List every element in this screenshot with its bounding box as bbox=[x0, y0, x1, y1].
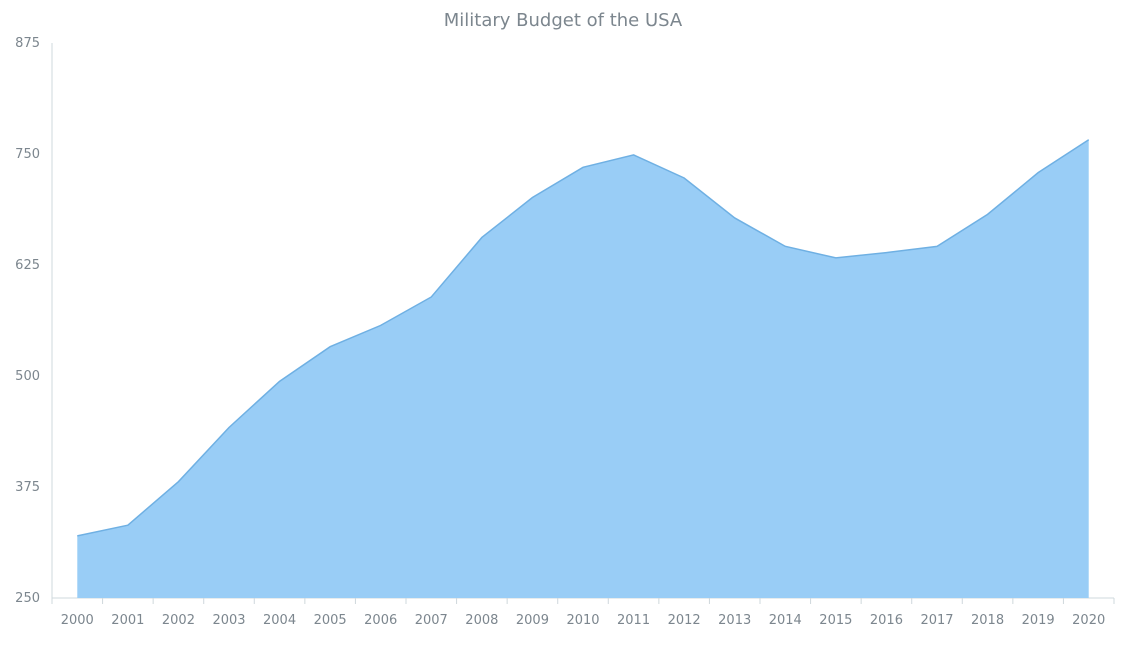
x-tick-label-2007: 2007 bbox=[415, 613, 448, 628]
x-tick-label-2018: 2018 bbox=[971, 613, 1004, 628]
data-point-2005[interactable] bbox=[327, 344, 333, 350]
x-tick-label-2004: 2004 bbox=[263, 613, 296, 628]
data-point-2012[interactable] bbox=[681, 175, 687, 181]
x-tick-label-2009: 2009 bbox=[516, 613, 549, 628]
x-tick-label-2006: 2006 bbox=[364, 613, 397, 628]
y-tick-label: 875 bbox=[15, 36, 40, 51]
data-point-2016[interactable] bbox=[883, 250, 889, 256]
data-point-2015[interactable] bbox=[833, 255, 839, 261]
y-tick-label: 375 bbox=[15, 480, 40, 495]
x-tick-label-2000: 2000 bbox=[61, 613, 94, 628]
x-tick-label-2001: 2001 bbox=[111, 613, 144, 628]
data-point-2018[interactable] bbox=[985, 211, 991, 217]
data-point-2004[interactable] bbox=[277, 378, 283, 384]
data-point-2007[interactable] bbox=[428, 294, 434, 300]
data-point-2009[interactable] bbox=[529, 195, 535, 201]
y-axis: 250 375 500 625 750 875 bbox=[15, 36, 53, 606]
x-tick-label-2008: 2008 bbox=[465, 613, 498, 628]
data-point-2000[interactable] bbox=[74, 533, 80, 539]
series-layer bbox=[74, 137, 1092, 599]
x-axis: 2000 2001 2002 2003 2004 2005 2006 2007 2008 2009… bbox=[51, 597, 1115, 628]
x-tick-label-2016: 2016 bbox=[870, 613, 903, 628]
data-point-2006[interactable] bbox=[378, 322, 384, 328]
x-tick-label-2003: 2003 bbox=[212, 613, 245, 628]
data-point-2011[interactable] bbox=[631, 152, 637, 158]
chart-title: Military Budget of the USA bbox=[443, 10, 683, 31]
data-point-2001[interactable] bbox=[125, 522, 131, 528]
data-point-2003[interactable] bbox=[226, 425, 232, 431]
data-point-2008[interactable] bbox=[479, 234, 485, 240]
x-tick-label-2013: 2013 bbox=[718, 613, 751, 628]
x-tick-label-2014: 2014 bbox=[769, 613, 802, 628]
data-point-2010[interactable] bbox=[580, 164, 586, 170]
x-tick-label-2010: 2010 bbox=[566, 613, 599, 628]
x-tick-label-2015: 2015 bbox=[819, 613, 852, 628]
x-tick-label-2017: 2017 bbox=[920, 613, 953, 628]
x-tick-label-2020: 2020 bbox=[1072, 613, 1105, 628]
x-tick-label-2005: 2005 bbox=[314, 613, 347, 628]
y-tick-label: 625 bbox=[15, 258, 40, 273]
area-fill[interactable] bbox=[77, 139, 1089, 599]
series-line[interactable] bbox=[77, 139, 1090, 537]
x-tick-label-2019: 2019 bbox=[1022, 613, 1055, 628]
x-tick-label-2011: 2011 bbox=[617, 613, 650, 628]
data-point-2019[interactable] bbox=[1035, 170, 1041, 176]
x-tick-label-2012: 2012 bbox=[668, 613, 701, 628]
y-tick-label: 500 bbox=[15, 369, 40, 384]
x-tick-label-2002: 2002 bbox=[162, 613, 195, 628]
data-point-2017[interactable] bbox=[934, 243, 940, 249]
y-tick-label: 250 bbox=[15, 591, 40, 606]
data-point-2020[interactable] bbox=[1086, 137, 1092, 143]
data-point-2014[interactable] bbox=[782, 243, 788, 249]
data-point-2013[interactable] bbox=[732, 215, 738, 221]
data-point-2002[interactable] bbox=[175, 479, 181, 485]
y-tick-label: 750 bbox=[15, 147, 40, 162]
